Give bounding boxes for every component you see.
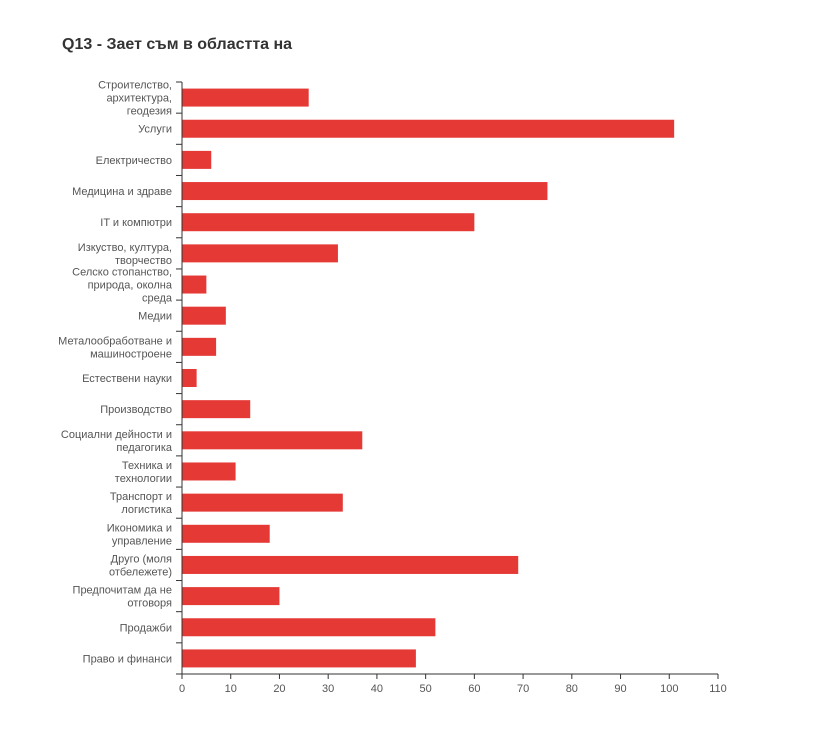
bar-6 <box>182 275 207 294</box>
bar-3 <box>182 182 548 201</box>
category-label-11: Социални дейности и педагогика <box>61 429 173 454</box>
category-label-line: Социални дейности и <box>61 429 172 441</box>
category-label-14: Икономика и управление <box>107 522 172 547</box>
category-label-18: Право и финанси <box>83 653 172 665</box>
category-label-line: Продажби <box>120 622 172 634</box>
x-tick-label-11: 110 <box>709 683 727 695</box>
category-label-line: Електричество <box>96 155 172 167</box>
x-tick-label-8: 80 <box>566 683 578 695</box>
x-tick-label-0: 0 <box>179 683 185 695</box>
category-label-12: Техника и технологии <box>115 460 172 485</box>
category-label-9: Естествени науки <box>82 373 172 385</box>
category-label-line: отбележете) <box>109 566 172 578</box>
category-label-line: технологии <box>115 473 172 485</box>
category-label-line: Икономика и <box>107 522 172 534</box>
category-label-line: архитектура, <box>106 93 172 105</box>
bar-1 <box>182 119 675 138</box>
category-label-2: Електричество <box>96 155 172 167</box>
category-label-line: творчество <box>115 255 172 267</box>
x-tick-label-1: 10 <box>225 683 237 695</box>
category-label-17: Продажби <box>120 622 172 634</box>
axes: 0 10 20 30 40 50 60 70 80 90 100 110 <box>176 81 727 695</box>
x-tick-label-9: 90 <box>614 683 626 695</box>
category-label-0: Строителство, архитектура, геодезия <box>98 80 172 118</box>
category-label-4: IT и компютри <box>100 217 172 229</box>
category-label-line: Селско стопанство, <box>72 267 172 279</box>
category-label-line: педагогика <box>116 442 172 454</box>
bar-4 <box>182 213 475 232</box>
category-label-13: Транспорт и логистика <box>110 491 173 516</box>
category-label-line: среда <box>142 293 173 305</box>
category-label-line: логистика <box>121 504 173 516</box>
category-label-15: Друго (моля отбележете) <box>109 553 172 578</box>
category-label-line: Строителство, <box>98 80 172 92</box>
category-label-line: Право и финанси <box>83 653 172 665</box>
category-label-16: Предпочитам да не отговоря <box>73 585 173 610</box>
bar-17 <box>182 618 436 637</box>
bar-9 <box>182 369 197 387</box>
category-label-6: Селско стопанство, природа, околна среда <box>72 267 173 305</box>
category-label-line: IT и компютри <box>100 217 172 229</box>
x-tick-label-7: 70 <box>517 683 529 695</box>
category-label-line: Друго (моля <box>111 553 172 565</box>
category-label-line: машиностроене <box>90 348 172 360</box>
bar-16 <box>182 587 280 606</box>
category-label-line: Услуги <box>138 124 172 136</box>
bar-10 <box>182 400 251 419</box>
bar-14 <box>182 524 270 543</box>
category-label-line: природа, околна <box>88 280 173 292</box>
category-label-line: Металообработване и <box>58 335 172 347</box>
category-label-line: Производство <box>100 404 172 416</box>
x-tick-label-5: 50 <box>420 683 432 695</box>
bar-11 <box>182 431 363 450</box>
category-label-line: Изкуство, култура, <box>78 242 172 254</box>
category-label-1: Услуги <box>138 124 172 136</box>
bar-0 <box>182 88 309 107</box>
x-tick-label-6: 60 <box>468 683 480 695</box>
bar-12 <box>182 462 236 481</box>
bar-18 <box>182 649 416 668</box>
bar-15 <box>182 555 519 574</box>
bar-8 <box>182 337 217 356</box>
x-tick-label-4: 40 <box>371 683 383 695</box>
category-label-line: Медии <box>138 311 172 323</box>
chart-title: Q13 - Зает съм в областта на <box>62 36 293 53</box>
category-label-line: управление <box>112 535 172 547</box>
bar-13 <box>182 493 343 512</box>
x-tick-label-3: 30 <box>322 683 334 695</box>
category-label-10: Производство <box>100 404 172 416</box>
category-label-7: Медии <box>138 311 172 323</box>
category-label-line: Техника и <box>122 460 172 472</box>
bar-5 <box>182 244 338 263</box>
category-label-line: Предпочитам да не <box>73 585 172 597</box>
bar-7 <box>182 306 226 325</box>
category-label-5: Изкуство, култура, творчество <box>78 242 172 267</box>
x-tick-label-10: 100 <box>660 683 678 695</box>
category-label-3: Медицина и здраве <box>72 186 172 198</box>
category-label-8: Металообработване и машиностроене <box>58 335 172 360</box>
category-label-line: Естествени науки <box>82 373 172 385</box>
bars-group <box>182 88 675 668</box>
category-label-line: Транспорт и <box>110 491 172 503</box>
category-label-line: Медицина и здраве <box>72 186 172 198</box>
x-tick-label-2: 20 <box>273 683 285 695</box>
category-label-line: отговоря <box>127 598 172 610</box>
bar-2 <box>182 150 212 169</box>
category-label-line: геодезия <box>127 106 172 118</box>
category-labels: Строителство, архитектура, геодезия Услуги Е… <box>58 80 173 666</box>
